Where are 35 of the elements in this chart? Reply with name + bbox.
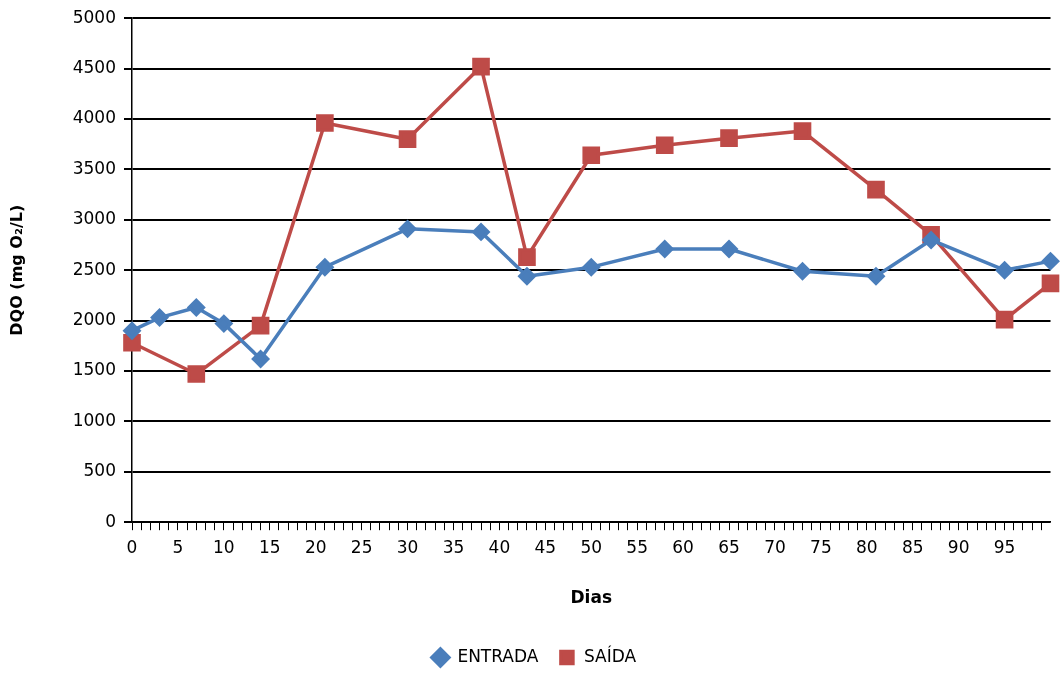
y-tick-label: 0	[105, 510, 116, 531]
y-tick-label: 5000	[72, 6, 116, 27]
x-tick-label: 0	[126, 536, 138, 557]
x-tick-label: 95	[993, 536, 1016, 557]
y-tick-label: 3000	[72, 208, 116, 229]
y-tick-label: 2500	[72, 258, 116, 279]
y-tick-label: 4500	[72, 57, 116, 78]
y-axis-title: DQO (mg O₂/L)	[6, 204, 26, 336]
y-tick-label: 2000	[72, 309, 116, 330]
x-tick-label: 10	[213, 536, 235, 557]
x-tick-label: 55	[626, 536, 648, 557]
x-tick-label: 80	[855, 536, 878, 557]
x-tick-label: 35	[442, 536, 465, 557]
y-tick-label: 1500	[72, 359, 116, 380]
y-tick-label: 1000	[72, 409, 116, 430]
x-tick-label: 30	[396, 536, 419, 557]
x-axis-title: Dias	[570, 587, 613, 608]
x-tick-label: 50	[580, 536, 603, 557]
x-tick-label: 70	[764, 536, 786, 557]
legend-label: SAÍDA	[583, 644, 637, 666]
x-tick-label: 90	[947, 536, 970, 557]
x-tick-label: 5	[172, 536, 184, 557]
x-tick-label: 75	[810, 536, 832, 557]
y-tick-label: 4000	[72, 107, 116, 128]
y-tick-label: 500	[83, 460, 116, 481]
x-tick-label: 15	[258, 536, 281, 557]
x-tick-label: 60	[672, 536, 694, 557]
x-tick-label: 65	[718, 536, 740, 557]
x-tick-label: 45	[534, 536, 557, 557]
y-tick-label: 3500	[72, 157, 116, 178]
x-tick-label: 25	[350, 536, 373, 557]
x-tick-label: 20	[304, 536, 327, 557]
legend-label: ENTRADA	[457, 645, 539, 666]
x-tick-label: 85	[901, 536, 924, 557]
x-tick-label: 40	[488, 536, 511, 557]
